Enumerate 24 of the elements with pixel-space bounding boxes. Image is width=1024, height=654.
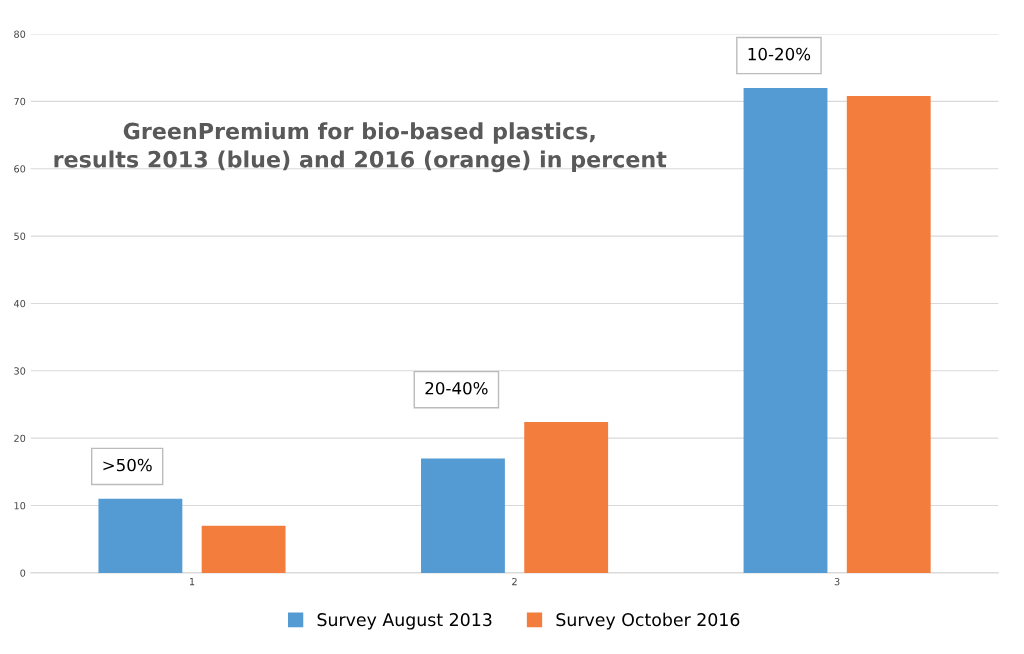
bar <box>846 95 931 573</box>
legend-label: Survey October 2016 <box>556 612 740 630</box>
y-tick-label: 50 <box>14 232 26 240</box>
y-tick-label: 10 <box>14 502 26 510</box>
text: GreenPremium for bio-based plastics, results 2013 (blue) and 2016 (orange) in percent <box>54 122 667 173</box>
annotation: >50% <box>103 458 152 472</box>
y-tick-label: 80 <box>14 30 26 38</box>
bar <box>524 422 609 573</box>
x-tick-label: 2 <box>512 577 517 586</box>
y-tick-label: 0 <box>20 569 26 577</box>
bar <box>421 458 505 573</box>
bar <box>743 87 828 573</box>
bar <box>98 498 183 573</box>
legend-label: Survey August 2013 <box>317 613 492 630</box>
annotation: 20-40% <box>425 381 488 395</box>
y-tick-label: 30 <box>14 367 26 375</box>
y-tick-label: 70 <box>14 97 26 106</box>
y-tick-label: 60 <box>14 165 26 173</box>
annotation: 10-20% <box>748 47 811 61</box>
x-tick-label: 3 <box>834 577 840 586</box>
bar <box>201 525 286 573</box>
x-tick-label: 1 <box>189 578 195 586</box>
y-tick-label: 40 <box>13 299 26 308</box>
y-tick-label: 20 <box>14 434 26 443</box>
